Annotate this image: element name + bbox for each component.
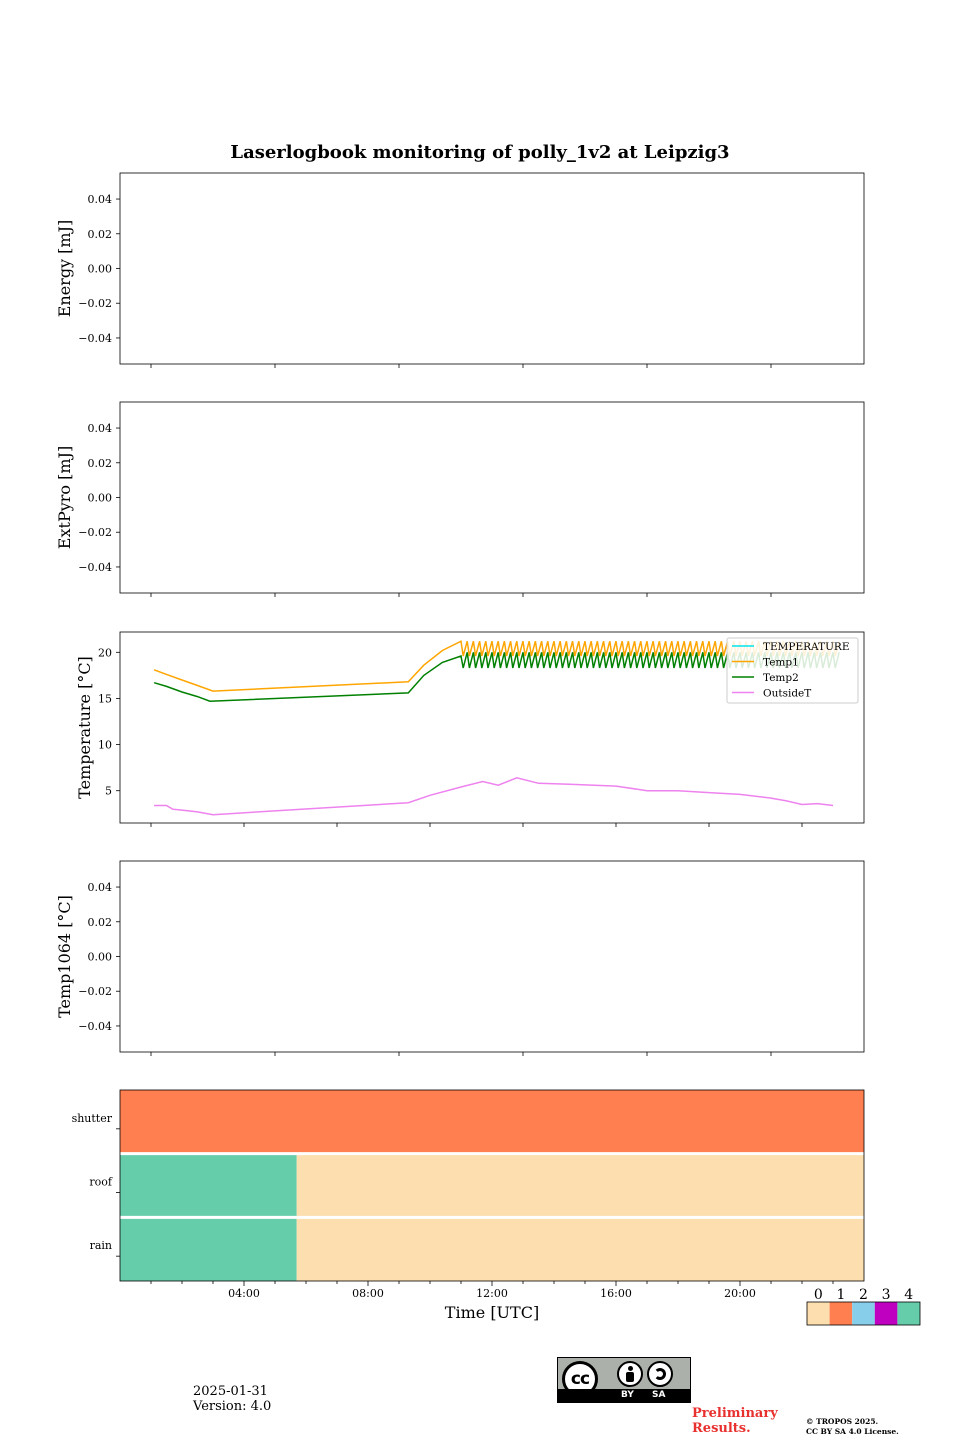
y-tick-label: 5 — [105, 785, 112, 798]
legend-box — [726, 637, 859, 704]
colorbar-tick-label: 0 — [814, 1287, 823, 1303]
series-outsidet-line — [154, 777, 834, 816]
colorbar-tick-label: 3 — [882, 1287, 891, 1303]
y-tick-label: 0.04 — [88, 881, 113, 894]
x-axis-label: Time [UTC] — [445, 1303, 539, 1322]
x-tick-label: 12:00 — [476, 1287, 508, 1300]
status-row-label: shutter — [72, 1112, 113, 1125]
footer-info: 2025-01-31 Version: 4.0 — [193, 1384, 271, 1414]
y-tick-label: 0.04 — [88, 193, 113, 206]
legend-label: OutsideT — [763, 688, 811, 700]
legend-label: Temp2 — [763, 672, 799, 684]
y-tick-label: −0.04 — [78, 332, 112, 345]
y-axis-label: Energy [mJ] — [55, 220, 74, 318]
y-tick-label: −0.02 — [78, 985, 112, 998]
copyright-note: © TROPOS 2025. CC BY SA 4.0 License. — [806, 1417, 899, 1437]
status-row-label: roof — [89, 1176, 113, 1189]
status-row-label: rain — [90, 1239, 112, 1252]
y-tick-label: 0.00 — [88, 492, 113, 505]
legend-label: Temp1 — [763, 657, 799, 669]
y-tick-label: 15 — [98, 692, 112, 705]
x-tick-label: 04:00 — [228, 1287, 260, 1300]
colorbar-tick-label: 2 — [859, 1287, 868, 1303]
footer-date: 2025-01-31 — [193, 1384, 268, 1399]
status-cell-shutter — [120, 1090, 864, 1154]
status-cell-rain — [296, 1217, 864, 1281]
cc-license-badge: cc BY SA — [557, 1357, 691, 1403]
y-axis-label: Temp1064 [°C] — [55, 895, 74, 1018]
colorbar-cell — [829, 1302, 853, 1325]
y-tick-label: −0.04 — [78, 561, 112, 574]
y-tick-label: −0.04 — [78, 1020, 112, 1033]
panel-frame — [119, 631, 865, 824]
y-tick-label: 0.00 — [88, 951, 113, 964]
panel-frame — [119, 172, 865, 365]
panel-frame — [119, 860, 865, 1053]
license-line: CC BY SA 4.0 License. — [806, 1427, 899, 1436]
preliminary-results-note: Preliminary Results. — [692, 1406, 778, 1436]
status-cell-roof — [120, 1153, 297, 1218]
y-tick-label: −0.02 — [78, 297, 112, 310]
y-tick-label: 10 — [98, 739, 112, 752]
chart-title: Laserlogbook monitoring of polly_1v2 at … — [230, 142, 729, 163]
colorbar-cell — [897, 1302, 920, 1325]
y-tick-label: 20 — [98, 646, 112, 659]
y-tick-label: 0.04 — [88, 422, 113, 435]
colorbar-cell — [874, 1302, 898, 1325]
colorbar-frame — [806, 1301, 921, 1326]
panel-frame — [119, 401, 865, 594]
sa-share-alike-icon — [647, 1361, 673, 1387]
y-tick-label: 0.02 — [88, 916, 113, 929]
x-tick-label: 20:00 — [724, 1287, 756, 1300]
x-tick-label: 08:00 — [352, 1287, 384, 1300]
colorbar-tick-label: 4 — [904, 1287, 913, 1303]
footer-version: Version: 4.0 — [193, 1399, 272, 1414]
cc-by-label: BY — [621, 1390, 634, 1400]
y-tick-label: 0.00 — [88, 263, 113, 276]
y-tick-label: 0.02 — [88, 457, 113, 470]
colorbar-cell — [807, 1302, 830, 1325]
y-axis-label: ExtPyro [mJ] — [55, 446, 74, 549]
copyright-line: © TROPOS 2025. — [806, 1417, 879, 1426]
y-tick-label: −0.02 — [78, 526, 112, 539]
legend-label: TEMPERATURE — [763, 641, 850, 653]
x-tick-label: 16:00 — [600, 1287, 632, 1300]
cc-sa-label: SA — [652, 1390, 666, 1400]
colorbar-tick-label: 1 — [836, 1287, 845, 1303]
y-tick-label: 0.02 — [88, 228, 113, 241]
colorbar-cell — [852, 1302, 875, 1325]
y-axis-label: Temperature [°C] — [75, 656, 94, 799]
by-person-icon — [617, 1361, 643, 1387]
status-cell-roof — [296, 1153, 864, 1218]
status-cell-rain — [120, 1217, 297, 1281]
